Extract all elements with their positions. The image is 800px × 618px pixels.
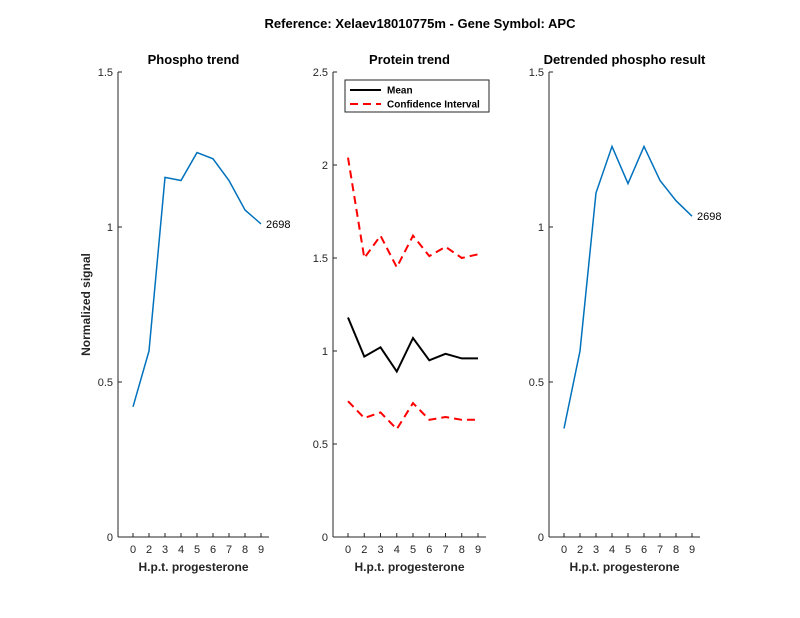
phospho-trend-x-tick-label: 7 — [226, 544, 232, 556]
phospho-trend-y-label: Normalized signal — [79, 253, 93, 356]
phospho-trend-x-tick-label: 8 — [242, 544, 248, 556]
detrended-phospho-y-tick-label: 1.5 — [529, 67, 544, 79]
detrended-phospho-x-tick-label: 0 — [561, 544, 567, 556]
phospho-trend-x-tick-label: 3 — [162, 544, 168, 556]
legend-entry-label: Mean — [387, 86, 413, 97]
protein-trend-x-tick-label: 7 — [442, 544, 448, 556]
phospho-trend-x-tick-label: 4 — [178, 544, 184, 556]
detrended-phospho-series-line-0 — [563, 144, 693, 429]
protein-trend-x-label: H.p.t. progesterone — [354, 560, 464, 574]
protein-trend-y-tick-label: 1.5 — [313, 253, 328, 265]
detrended-phospho-title: Detrended phospho result — [544, 52, 706, 67]
protein-trend-legend: Mean Confidence Interval — [344, 79, 490, 113]
protein-trend-x-tick-label: 6 — [426, 544, 432, 556]
detrended-phospho-x-tick-label: 2 — [577, 544, 583, 556]
detrended-phospho-x-tick-label: 6 — [641, 544, 647, 556]
protein-trend-x-tick-label: 2 — [361, 544, 367, 556]
detrended-phospho-y-tick-label: 0.5 — [529, 377, 544, 389]
detrended-phospho-x-label: H.p.t. progesterone — [569, 560, 679, 574]
phospho-trend-end-label: 2698 — [266, 219, 290, 231]
detrended-phospho-end-label: 2698 — [697, 211, 721, 223]
detrended-phospho-x-tick-label: 9 — [689, 544, 695, 556]
protein-trend-y-tick-label: 0 — [322, 532, 328, 544]
phospho-trend-x-tick-label: 6 — [210, 544, 216, 556]
protein-trend-x-tick-label: 8 — [459, 544, 465, 556]
legend-entry-label: Confidence Interval — [387, 100, 480, 111]
phospho-trend-y-tick-label: 0.5 — [98, 377, 113, 389]
detrended-phospho-x-tick-label: 4 — [609, 544, 615, 556]
phospho-trend-y-tick-label: 0 — [107, 532, 113, 544]
protein-trend-series-line-1 — [347, 157, 479, 270]
phospho-trend-title: Phospho trend — [148, 52, 240, 67]
phospho-trend-x-label: H.p.t. progesterone — [138, 560, 248, 574]
detrended-phospho-y-tick-label: 0 — [538, 532, 544, 544]
phospho-trend-x-tick-label: 5 — [194, 544, 200, 556]
phospho-trend-x-tick-label: 2 — [146, 544, 152, 556]
figure-suptitle: Reference: Xelaev18010775m - Gene Symbol… — [265, 16, 577, 31]
protein-trend-series-line-0 — [347, 317, 478, 374]
protein-trend-y-tick-label: 1 — [322, 346, 328, 358]
detrended-phospho-x-tick-label: 8 — [673, 544, 679, 556]
detrended-phospho-x-tick-label: 3 — [593, 544, 599, 556]
protein-trend-x-tick-label: 0 — [345, 544, 351, 556]
protein-trend-y-tick-label: 2.5 — [313, 67, 328, 79]
phospho-trend-y-tick-label: 1 — [107, 222, 113, 234]
phospho-trend-series-line-0 — [132, 151, 262, 408]
phospho-trend-x-tick-label: 9 — [258, 544, 264, 556]
protein-trend-x-tick-label: 3 — [377, 544, 383, 556]
detrended-phospho-y-tick-label: 1 — [538, 222, 544, 234]
phospho-trend-x-tick-label: 0 — [130, 544, 136, 556]
protein-trend-x-tick-label: 4 — [394, 544, 400, 556]
protein-trend-x-tick-label: 9 — [475, 544, 481, 556]
protein-trend-x-tick-label: 5 — [410, 544, 416, 556]
detrended-phospho-x-tick-label: 5 — [625, 544, 631, 556]
detrended-phospho-x-tick-label: 7 — [657, 544, 663, 556]
protein-trend-y-tick-label: 2 — [322, 160, 328, 172]
legend-box — [344, 79, 490, 113]
protein-trend-series-line-2 — [347, 400, 478, 431]
protein-trend-y-tick-label: 0.5 — [313, 439, 328, 451]
protein-trend-title: Protein trend — [369, 52, 450, 67]
phospho-trend-y-tick-label: 1.5 — [98, 67, 113, 79]
